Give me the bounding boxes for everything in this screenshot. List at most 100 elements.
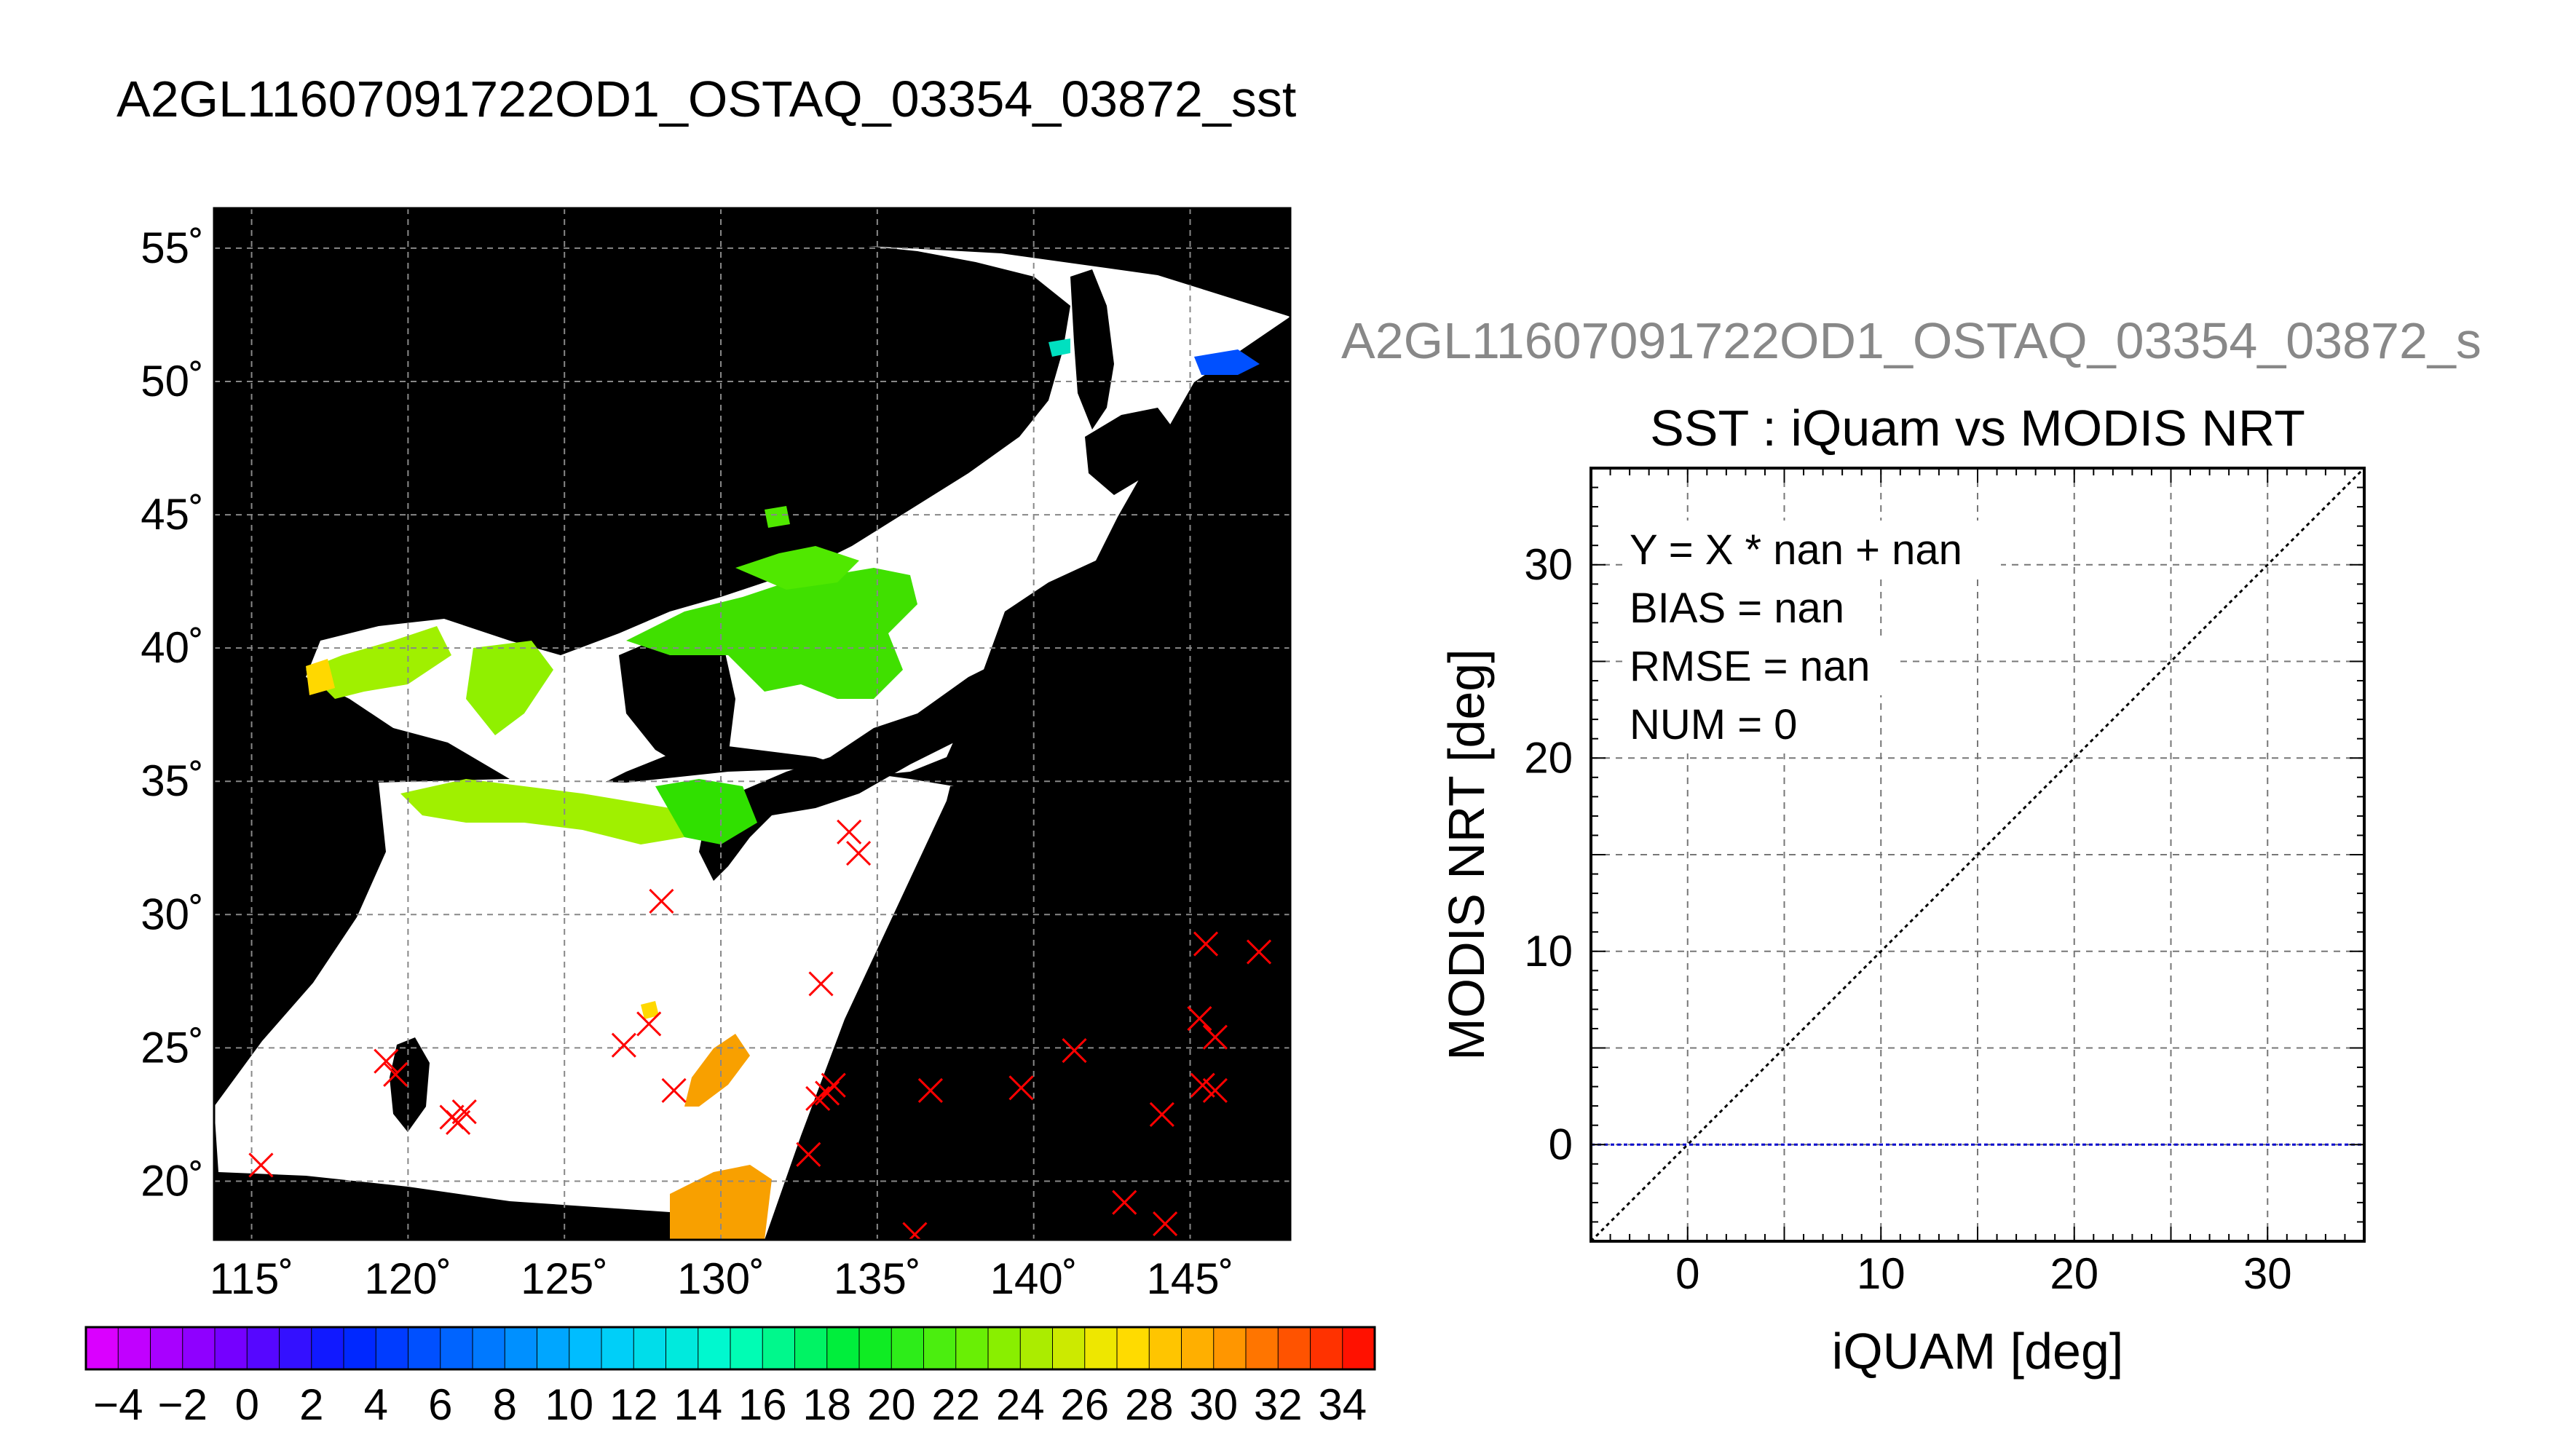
stat-bg-4 <box>1622 695 1826 753</box>
map-marker <box>796 1142 821 1167</box>
colorbar: −4 −2 0 2 4 6 8 10 12 14 16 18 20 22 24 26 28 30 32 34 <box>84 1326 1376 1429</box>
colorbar-cell <box>118 1327 151 1369</box>
colorbar-cell <box>923 1327 957 1369</box>
map-marker <box>661 1077 687 1104</box>
colorbar-tick-label: 2 <box>299 1380 323 1429</box>
colorbar-cell <box>601 1327 634 1369</box>
map-lon-label: 125˚ <box>521 1254 608 1303</box>
colorbar-tick-label: 20 <box>867 1380 916 1429</box>
colorbar-cell <box>1342 1327 1375 1369</box>
sst-patch-japan-sea <box>626 568 917 699</box>
identity-line <box>1591 468 2364 1241</box>
stat-line-fit: Y = X * nan + nan <box>1630 526 1962 574</box>
map-marker <box>1112 1190 1137 1215</box>
scatter-x-axis-label: iQUAM [deg] <box>1832 1323 2124 1380</box>
scatter-x-tick-label: 20 <box>2050 1249 2098 1298</box>
colorbar-cell <box>826 1327 860 1369</box>
sst-patch-okhotsk <box>1194 349 1260 375</box>
map-marker <box>837 819 862 844</box>
sst-patch-okhotsk-cyan <box>1049 339 1070 357</box>
colorbar-tick-label: 8 <box>493 1380 517 1429</box>
colorbar-cell <box>440 1327 473 1369</box>
sst-patch-kyushu <box>655 779 757 844</box>
map-lat-label: 20˚ <box>141 1156 204 1205</box>
colorbar-cell <box>86 1327 119 1369</box>
colorbar-tick-label: −4 <box>93 1380 143 1429</box>
map-marker <box>1246 939 1272 965</box>
map-marker <box>374 1048 399 1074</box>
colorbar-cell <box>1149 1327 1182 1369</box>
japan-hokkaido <box>1085 408 1180 495</box>
colorbar-tick-label: 22 <box>931 1380 980 1429</box>
map-markers <box>248 819 1272 1240</box>
scatter-lines <box>1591 468 2364 1241</box>
sst-patch-bohai-yellow <box>306 659 335 695</box>
colorbar-tick-label: 32 <box>1254 1380 1303 1429</box>
colorbar-tick-label: 12 <box>609 1380 658 1429</box>
stat-bg-3 <box>1622 637 1899 695</box>
colorbar-tick-label: 18 <box>802 1380 851 1429</box>
stat-line-num: NUM = 0 <box>1630 701 1797 748</box>
colorbar-cell <box>279 1327 312 1369</box>
map-grid <box>214 208 1290 1240</box>
map-marker <box>1149 1101 1174 1127</box>
map-marker <box>917 1077 943 1104</box>
map-lon-label: 115˚ <box>210 1254 294 1303</box>
sst-patch-east-china-sea <box>400 779 684 844</box>
colorbar-cell <box>505 1327 537 1369</box>
map-lat-label: 30˚ <box>141 890 204 938</box>
japan-honshu <box>699 648 1049 881</box>
colorbar-cell <box>311 1327 344 1369</box>
map-marker <box>902 1222 928 1240</box>
colorbar-cell <box>730 1327 763 1369</box>
colorbar-cell <box>537 1327 570 1369</box>
sst-patch-philippine-orange <box>684 1034 750 1107</box>
colorbar-cell <box>376 1327 408 1369</box>
colorbar-cell <box>247 1327 280 1369</box>
map-frame <box>213 207 1292 1241</box>
map-lon-label: 135˚ <box>834 1254 921 1303</box>
colorbar-cell <box>215 1327 248 1369</box>
map-lon-labels: 115˚ 120˚ 125˚ 130˚ 135˚ 140˚ 145˚ <box>210 1254 1234 1303</box>
colorbar-cell <box>1246 1327 1279 1369</box>
map-lon-label: 120˚ <box>364 1254 451 1303</box>
scatter-y-tick-label: 20 <box>1524 733 1573 782</box>
map-marker <box>1008 1075 1034 1101</box>
scatter-panel: 0 10 20 30 0 10 20 30 Y = X * nan + nan BIAS =… <box>1438 467 2366 1380</box>
map-marker <box>1190 1072 1215 1098</box>
colorbar-tick-label: 24 <box>996 1380 1045 1429</box>
shandong <box>299 677 451 779</box>
colorbar-tick-label: 0 <box>235 1380 259 1429</box>
map-marker <box>1202 1077 1228 1104</box>
colorbar-cell <box>1213 1327 1247 1369</box>
map-content <box>214 208 1290 1240</box>
sst-patch-north-japan-sea <box>735 546 859 590</box>
map-lat-label: 55˚ <box>141 223 204 272</box>
map-lat-label: 40˚ <box>141 623 204 672</box>
map-marker <box>383 1061 408 1088</box>
colorbar-tick-label: 26 <box>1060 1380 1109 1429</box>
map-marker <box>1153 1211 1178 1237</box>
scatter-y-tick-label: 10 <box>1524 927 1573 976</box>
colorbar-tick-label: 34 <box>1318 1380 1367 1429</box>
swath-upper <box>306 246 1290 794</box>
sst-patch-small-green <box>765 506 790 528</box>
stat-line-rmse: RMSE = nan <box>1630 643 1870 690</box>
stat-bg-2 <box>1622 579 1870 637</box>
colorbar-cell <box>150 1327 183 1369</box>
colorbar-frame <box>84 1326 1376 1371</box>
map-marker <box>821 1072 846 1098</box>
colorbar-cell <box>1278 1327 1311 1369</box>
stat-bg-1 <box>1622 521 2001 579</box>
map-lat-labels: 20˚ 25˚ 30˚ 35˚ 40˚ 45˚ 50˚ 55˚ <box>141 223 204 1206</box>
map-marker <box>611 1032 636 1058</box>
colorbar-cell <box>859 1327 892 1369</box>
scatter-x-tick-label: 0 <box>1675 1249 1699 1298</box>
sst-patch-bohai <box>306 626 451 699</box>
map-lat-label: 45˚ <box>141 490 204 539</box>
map-panel: 115˚ 120˚ 125˚ 130˚ 135˚ 140˚ 145˚ 20˚ 25˚ 30˚ 35… <box>141 207 1292 1303</box>
map-lat-label: 50˚ <box>141 357 204 405</box>
sst-patch-yellowsea <box>466 641 553 735</box>
map-marker <box>1193 931 1219 957</box>
